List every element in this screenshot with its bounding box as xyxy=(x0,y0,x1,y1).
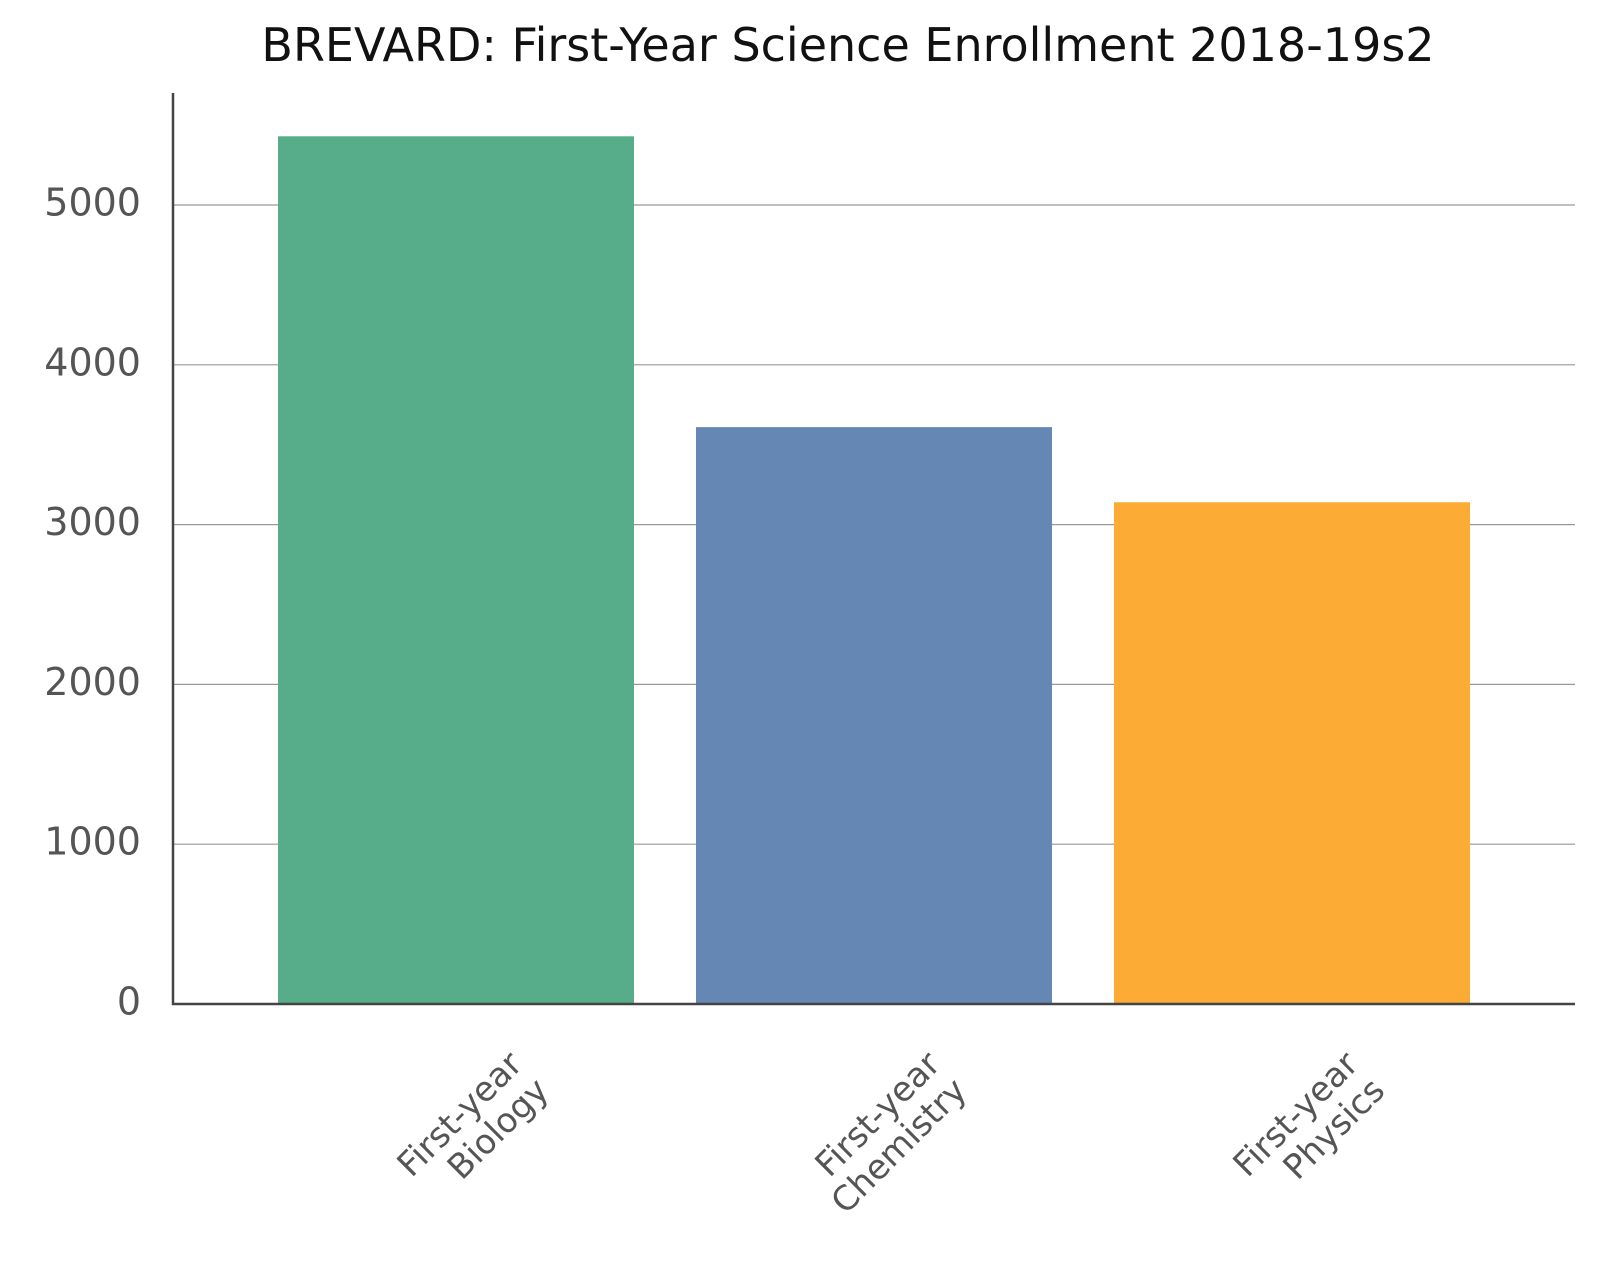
x-tick-label: First-yearChemistry xyxy=(797,1044,975,1222)
y-tick-label: 3000 xyxy=(44,500,141,544)
x-tick-label: First-yearPhysics xyxy=(1226,1044,1393,1211)
y-tick-label: 0 xyxy=(117,980,141,1024)
y-tick-labels: 0 1000 2000 3000 4000 5000 xyxy=(44,181,141,1024)
y-tick-label: 4000 xyxy=(44,340,141,384)
x-tick-labels: First-yearBiology First-yearChemistry Firs… xyxy=(390,1044,1393,1222)
axes xyxy=(171,93,1575,1006)
y-tick-label: 2000 xyxy=(44,660,141,704)
bar xyxy=(1114,502,1470,1004)
bars xyxy=(278,136,1470,1004)
chart-title: BREVARD: First-Year Science Enrollment 2… xyxy=(261,18,1435,72)
y-tick-label: 5000 xyxy=(44,181,141,225)
x-tick-label: First-yearBiology xyxy=(390,1044,557,1211)
bar xyxy=(278,136,634,1004)
bar xyxy=(696,427,1052,1004)
x-tick-label-text: First-yearChemistry xyxy=(797,1044,975,1222)
x-tick-label-text: First-yearBiology xyxy=(390,1044,557,1211)
y-tick-label: 1000 xyxy=(44,820,141,864)
x-tick-label-text: First-yearPhysics xyxy=(1226,1044,1393,1211)
